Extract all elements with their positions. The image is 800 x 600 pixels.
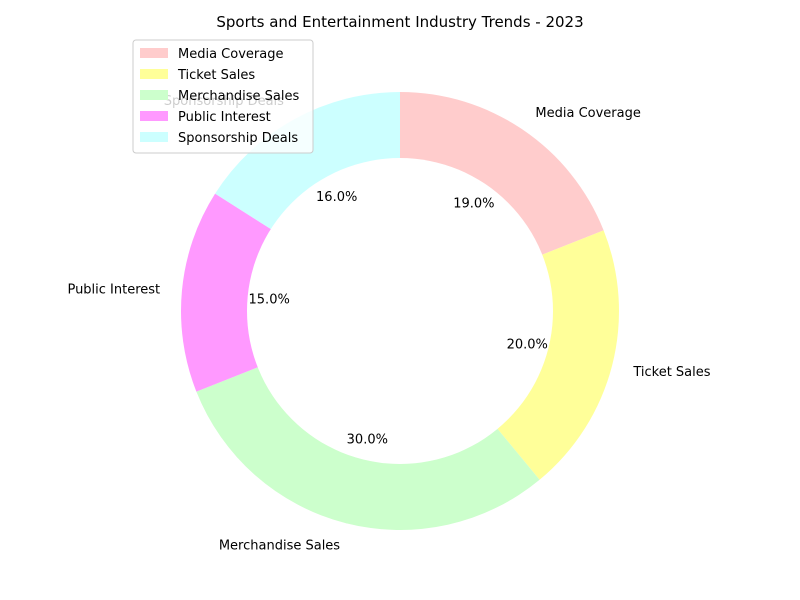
- category-label-merchandise-sales: Merchandise Sales: [219, 538, 340, 553]
- legend-label-merchandise-sales: Merchandise Sales: [178, 89, 299, 104]
- percent-label-public-interest: 15.0%: [249, 293, 290, 308]
- percent-label-merchandise-sales: 30.0%: [347, 432, 388, 447]
- legend-swatch-ticket-sales: [140, 69, 168, 79]
- legend-swatch-media-coverage: [140, 48, 168, 58]
- chart-title: Sports and Entertainment Industry Trends…: [216, 13, 583, 31]
- legend-label-ticket-sales: Ticket Sales: [177, 68, 255, 83]
- percent-label-media-coverage: 19.0%: [453, 196, 494, 211]
- legend-swatch-public-interest: [140, 111, 168, 121]
- legend-swatch-merchandise-sales: [140, 90, 168, 100]
- legend: Media Coverage Ticket Sales Merchandise Sa…: [132, 39, 314, 154]
- donut-hole-group: [247, 158, 553, 464]
- percent-label-sponsorship-deals: 16.0%: [316, 190, 357, 205]
- legend-label-sponsorship-deals: Sponsorship Deals: [178, 131, 298, 146]
- labels-group: Media Coverage 19.0% Ticket Sales 20.0% Merc…: [67, 94, 710, 553]
- legend-label-public-interest: Public Interest: [178, 110, 271, 125]
- donut-hole: [247, 158, 553, 464]
- legend-frame: [132, 39, 314, 154]
- category-label-ticket-sales: Ticket Sales: [632, 365, 710, 380]
- legend-swatch-sponsorship-deals: [140, 132, 168, 142]
- category-label-media-coverage: Media Coverage: [535, 106, 640, 121]
- legend-label-media-coverage: Media Coverage: [178, 47, 283, 62]
- percent-label-ticket-sales: 20.0%: [507, 338, 548, 353]
- category-label-public-interest: Public Interest: [67, 282, 160, 297]
